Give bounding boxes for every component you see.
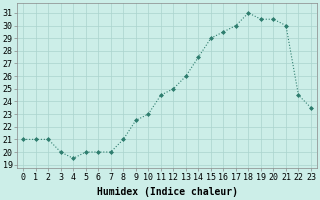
X-axis label: Humidex (Indice chaleur): Humidex (Indice chaleur) [97, 187, 237, 197]
